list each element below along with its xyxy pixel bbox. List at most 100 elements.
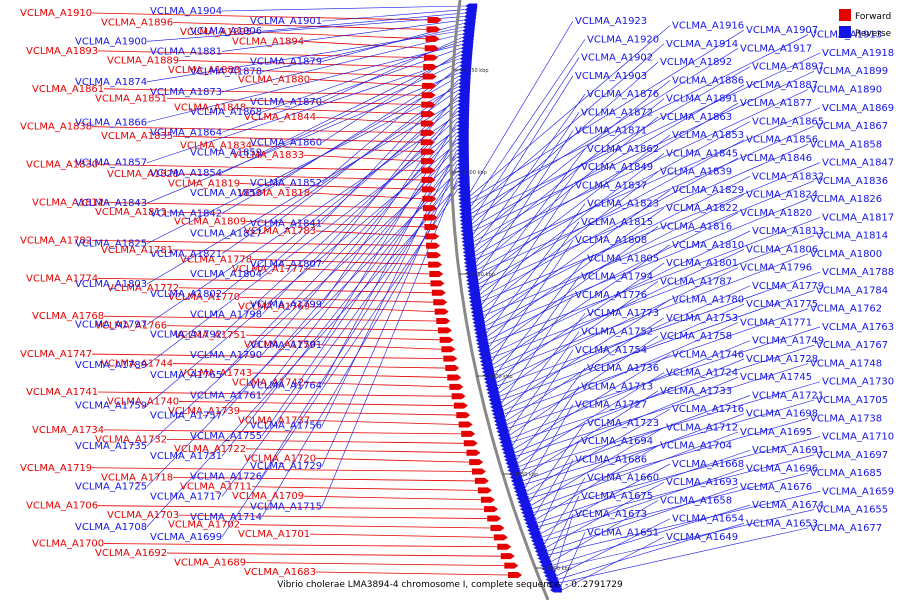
- reverse-leader-line: [472, 70, 815, 232]
- reverse-leader-line: [221, 174, 458, 497]
- forward-gene-label: VCLMA_A1709: [232, 491, 304, 502]
- reverse-gene-label: VCLMA_A1841: [250, 218, 322, 229]
- reverse-gene-label: VCLMA_A1854: [150, 168, 222, 179]
- reverse-gene-label: VCLMA_A1864: [150, 127, 222, 138]
- reverse-leader-line: [529, 422, 586, 503]
- reverse-gene-label: VCLMA_A1651: [587, 527, 659, 538]
- forward-gene-label: VCLMA_A1851: [95, 93, 167, 104]
- reverse-leader-line: [321, 178, 458, 507]
- reverse-gene-label: VCLMA_A1698: [746, 409, 818, 420]
- forward-gene-arrow: [421, 101, 436, 108]
- reverse-leader-line: [146, 100, 458, 285]
- forward-gene-label: VCLMA_A1778: [180, 254, 252, 265]
- reverse-gene-label: VCLMA_A1691: [752, 445, 824, 456]
- reverse-gene-label: VCLMA_A1877: [740, 98, 812, 109]
- reverse-leader-line: [321, 93, 458, 265]
- forward-gene-arrow: [424, 223, 439, 230]
- reverse-gene-label: VCLMA_A1712: [666, 422, 738, 433]
- forward-gene-label: VCLMA_A1692: [95, 548, 167, 559]
- reverse-gene-label: VCLMA_A1814: [816, 231, 888, 242]
- reverse-gene-label: VCLMA_A1904: [150, 6, 222, 17]
- reverse-gene-label: VCLMA_A1813: [752, 226, 824, 237]
- reverse-leader-line: [497, 276, 580, 390]
- forward-gene-arrow: [451, 393, 466, 400]
- forward-gene-label: VCLMA_A1732: [95, 434, 167, 445]
- reverse-gene-label: VCLMA_A1675: [581, 491, 653, 502]
- reverse-leader-line: [514, 358, 745, 454]
- forward-leader-line: [166, 438, 464, 444]
- reverse-leader-line: [221, 76, 459, 214]
- reverse-leader-line: [516, 367, 586, 461]
- forward-gene-label: VCLMA_A1818: [238, 188, 310, 199]
- forward-gene-label: VCLMA_A1739: [168, 406, 240, 417]
- reverse-gene-label: VCLMA_A1761: [190, 390, 262, 401]
- reverse-gene-label: VCLMA_A1757: [150, 411, 222, 422]
- reverse-gene-label: VCLMA_A1816: [660, 221, 732, 232]
- forward-gene-label: VCLMA_A1812: [32, 197, 104, 208]
- reverse-gene-label: VCLMA_A1850: [190, 188, 262, 199]
- reverse-leader-line: [487, 212, 739, 341]
- reverse-leader-line: [472, 75, 574, 235]
- forward-gene-arrow: [500, 553, 515, 560]
- forward-leader-line: [239, 296, 434, 303]
- reverse-gene-label: VCLMA_A1890: [810, 84, 882, 95]
- reverse-gene-label: VCLMA_A1676: [740, 482, 812, 493]
- reverse-leader-line: [537, 454, 815, 527]
- reverse-gene-label: VCLMA_A1832: [752, 171, 824, 182]
- forward-gene-label: VCLMA_A1703: [107, 510, 179, 521]
- forward-leader-line: [315, 571, 508, 576]
- forward-gene-arrow: [421, 92, 436, 99]
- reverse-leader-line: [542, 472, 809, 542]
- forward-gene-arrow: [421, 176, 436, 183]
- forward-leader-line: [178, 173, 422, 181]
- reverse-gene-label: VCLMA_A1714: [190, 512, 262, 523]
- forward-gene-label: VCLMA_A1744: [101, 359, 173, 370]
- reverse-leader-line: [486, 203, 586, 334]
- reverse-gene-label: VCLMA_A1697: [816, 450, 888, 461]
- forward-gene-arrow: [430, 280, 445, 287]
- reverse-gene-label: VCLMA_A1837: [575, 180, 647, 191]
- reverse-gene-label: VCLMA_A1791: [250, 340, 322, 351]
- scale-tick-label: 2050 kbp: [471, 272, 495, 278]
- reverse-leader-line: [550, 500, 659, 563]
- reverse-gene-label: VCLMA_A1863: [660, 112, 732, 123]
- reverse-gene-label: VCLMA_A1721: [752, 390, 824, 401]
- forward-gene-label: VCLMA_A1770: [168, 292, 240, 303]
- reverse-leader-line: [548, 491, 821, 556]
- reverse-leader-line: [490, 230, 751, 355]
- reverse-gene-label: VCLMA_A1903: [575, 71, 647, 82]
- forward-leader-line: [315, 116, 421, 124]
- forward-gene-arrow: [436, 318, 451, 325]
- reverse-gene-label: VCLMA_A1872: [581, 107, 653, 118]
- reverse-gene-label: VCLMA_A1708: [75, 522, 147, 533]
- forward-leader-line: [303, 41, 425, 49]
- reverse-gene-label: VCLMA_A1902: [581, 53, 653, 64]
- reverse-gene-label: VCLMA_A1879: [250, 57, 322, 68]
- reverse-gene-label: VCLMA_A1668: [672, 459, 744, 470]
- reverse-leader-line: [481, 166, 580, 306]
- reverse-gene-label: VCLMA_A1829: [672, 185, 744, 196]
- reverse-gene-label: VCLMA_A1849: [581, 162, 653, 173]
- reverse-gene-label: VCLMA_A1805: [587, 253, 659, 264]
- reverse-gene-label: VCLMA_A1746: [672, 349, 744, 360]
- forward-leader-line: [91, 126, 421, 134]
- forward-leader-line: [315, 344, 442, 350]
- reverse-gene-label: VCLMA_A1694: [581, 436, 653, 447]
- reverse-leader-line: [549, 495, 580, 559]
- reverse-gene-label: VCLMA_A1853: [672, 130, 744, 141]
- reverse-gene-label: VCLMA_A1796: [740, 263, 812, 274]
- reverse-gene-label: VCLMA_A1826: [810, 194, 882, 205]
- map-caption: Vibrio cholerae LMA3894-4 chromosome I, …: [277, 580, 623, 590]
- reverse-leader-line: [479, 153, 665, 295]
- reverse-leader-line: [321, 150, 458, 426]
- leader-lines: [91, 5, 821, 591]
- reverse-leader-line: [477, 134, 671, 281]
- reverse-gene-label: VCLMA_A1808: [575, 235, 647, 246]
- reverse-gene-label: VCLMA_A1804: [190, 269, 262, 280]
- forward-gene-label: VCLMA_A1861: [32, 84, 104, 95]
- forward-leader-line: [251, 258, 429, 265]
- reverse-leader-line: [494, 258, 586, 376]
- reverse-gene-label: VCLMA_A1764: [250, 380, 322, 391]
- reverse-gene-label: VCLMA_A1716: [672, 404, 744, 415]
- forward-gene-label: VCLMA_A1888: [168, 65, 240, 76]
